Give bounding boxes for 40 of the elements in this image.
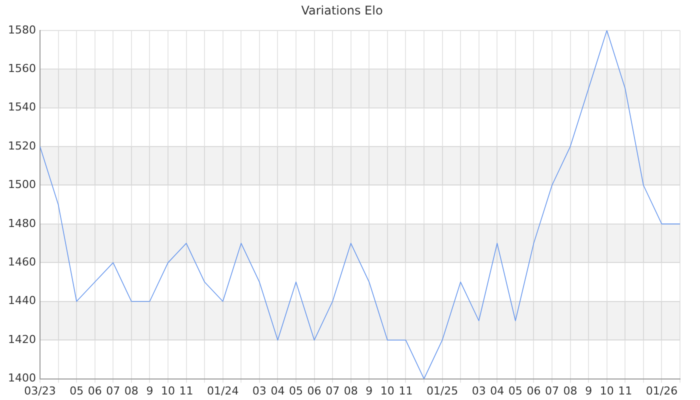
x-tick-label: 06	[526, 384, 541, 398]
x-tick-label: 04	[270, 384, 285, 398]
x-tick-label: 10	[380, 384, 394, 398]
x-tick-label: 10	[160, 384, 175, 398]
x-tick-label: 03	[472, 384, 486, 398]
x-tick-label: 11	[179, 384, 194, 398]
x-tick-label: 08	[344, 384, 358, 398]
x-tick-label: 06	[307, 384, 322, 398]
x-tick-label: 9	[585, 384, 592, 398]
x-tick-label: 01/26	[646, 384, 678, 398]
x-tick-label: 11	[398, 384, 413, 398]
x-tick-label: 07	[326, 384, 340, 398]
x-tick-label: 08	[124, 384, 138, 398]
y-tick-label: 1520	[8, 139, 36, 152]
x-tick-label: 01/24	[207, 384, 239, 398]
y-tick-label: 1540	[8, 100, 36, 114]
y-tick-label: 1460	[8, 256, 36, 269]
x-tick-label: 9	[366, 384, 373, 398]
chart-title: Variations Elo	[301, 3, 383, 18]
x-tick-label: 03	[252, 384, 266, 398]
y-tick-label: 1480	[8, 216, 36, 230]
x-tick-label: 01/25	[426, 384, 458, 398]
x-tick-label: 05	[508, 384, 522, 398]
x-tick-label: 07	[545, 384, 559, 398]
y-tick-label: 1420	[8, 332, 36, 346]
x-tick-label: 06	[88, 384, 102, 398]
y-tick-label: 1580	[8, 23, 36, 36]
x-tick-label: 11	[618, 384, 632, 398]
x-tick-label: 03/23	[24, 384, 56, 398]
x-tick-label: 08	[563, 384, 578, 398]
x-tick-label: 9	[146, 384, 154, 398]
x-tick-label: 05	[288, 384, 303, 398]
x-tick-label: 04	[490, 384, 504, 398]
x-tick-label: 10	[600, 384, 614, 398]
y-tick-label: 1400	[8, 372, 36, 385]
x-tick-label: 07	[106, 384, 120, 398]
y-tick-label: 1500	[8, 178, 36, 192]
x-tick-label: 05	[70, 384, 84, 398]
y-tick-label: 1560	[8, 62, 36, 75]
y-tick-label: 1440	[8, 294, 36, 308]
